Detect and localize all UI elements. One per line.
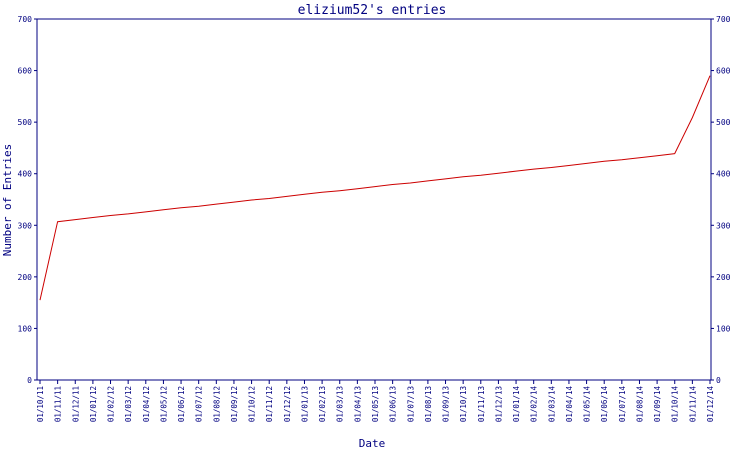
y-tick-label-right: 600 [716,67,731,76]
x-tick-label: 01/04/14 [565,386,574,423]
y-tick-label-right: 0 [716,376,721,385]
x-tick-label: 01/02/14 [530,386,539,423]
x-tick-label: 01/10/14 [671,386,680,423]
y-tick-label-right: 200 [716,273,731,282]
y-tick-label-right: 500 [716,118,731,127]
x-tick-label: 01/05/14 [583,386,592,423]
y-tick-label-left: 0 [27,376,32,385]
y-tick-label-right: 400 [716,170,731,179]
x-tick-label: 01/06/14 [600,386,609,423]
y-tick-label-left: 700 [18,15,33,24]
y-axis-title: Number of Entries [1,144,14,257]
x-tick-label: 01/04/12 [142,386,151,422]
x-axis-title: Date [359,437,386,450]
x-tick-label: 01/09/12 [230,386,239,422]
x-tick-label: 01/07/13 [406,386,415,422]
x-axis: 01/10/11 01/11/11 01/12/11 01/01/12 01/02/12… [36,380,715,422]
x-tick-label: 01/11/12 [265,386,274,422]
x-tick-label: 01/07/12 [195,386,204,422]
x-tick-label: 01/11/13 [477,386,486,422]
y-axis-right: 0 100 200 300 400 500 600 700 [711,15,731,385]
x-tick-label: 01/03/13 [336,386,345,422]
x-tick-label: 01/11/11 [54,386,63,422]
x-tick-label: 01/10/13 [459,386,468,422]
x-tick-label: 01/08/14 [635,386,644,423]
y-tick-label-right: 700 [716,15,731,24]
x-tick-label: 01/04/13 [353,386,362,422]
x-tick-label: 01/02/13 [318,386,327,422]
x-tick-label: 01/01/14 [512,386,521,423]
x-tick-label: 01/11/14 [688,386,697,423]
y-tick-label-left: 600 [18,67,33,76]
y-tick-label-left: 200 [18,273,33,282]
y-tick-label-left: 300 [18,221,33,230]
x-tick-label: 01/12/13 [494,386,503,422]
y-tick-label-left: 400 [18,170,33,179]
y-axis-left: 0 100 200 300 400 500 600 700 [18,15,37,385]
y-tick-label-left: 500 [18,118,33,127]
x-tick-label: 01/05/13 [371,386,380,422]
x-tick-label: 01/01/12 [89,386,98,422]
x-tick-label: 01/03/12 [124,386,133,422]
x-tick-label: 01/12/14 [706,386,715,423]
x-tick-label: 01/01/13 [300,386,309,422]
x-tick-label: 01/02/12 [107,386,116,422]
y-tick-label-right: 100 [716,324,731,333]
x-tick-label: 01/12/12 [283,386,292,422]
x-tick-label: 01/06/13 [389,386,398,422]
x-tick-label: 01/09/13 [442,386,451,422]
y-tick-label-left: 100 [18,324,33,333]
series-line-entries [39,75,711,301]
x-tick-label: 01/03/14 [547,386,556,423]
x-tick-label: 01/10/11 [36,386,45,422]
x-tick-label: 01/10/12 [248,386,257,422]
x-tick-label: 01/09/14 [653,386,662,423]
x-tick-label: 01/06/12 [177,386,186,422]
chart-title: elizium52's entries [298,3,447,18]
x-tick-label: 01/12/11 [71,386,80,422]
plot-area-frame [36,18,712,381]
x-tick-label: 01/08/13 [424,386,433,422]
x-tick-label: 01/07/14 [618,386,627,423]
y-tick-label-right: 300 [716,221,731,230]
x-tick-label: 01/05/12 [159,386,168,422]
x-tick-label: 01/08/12 [212,386,221,422]
